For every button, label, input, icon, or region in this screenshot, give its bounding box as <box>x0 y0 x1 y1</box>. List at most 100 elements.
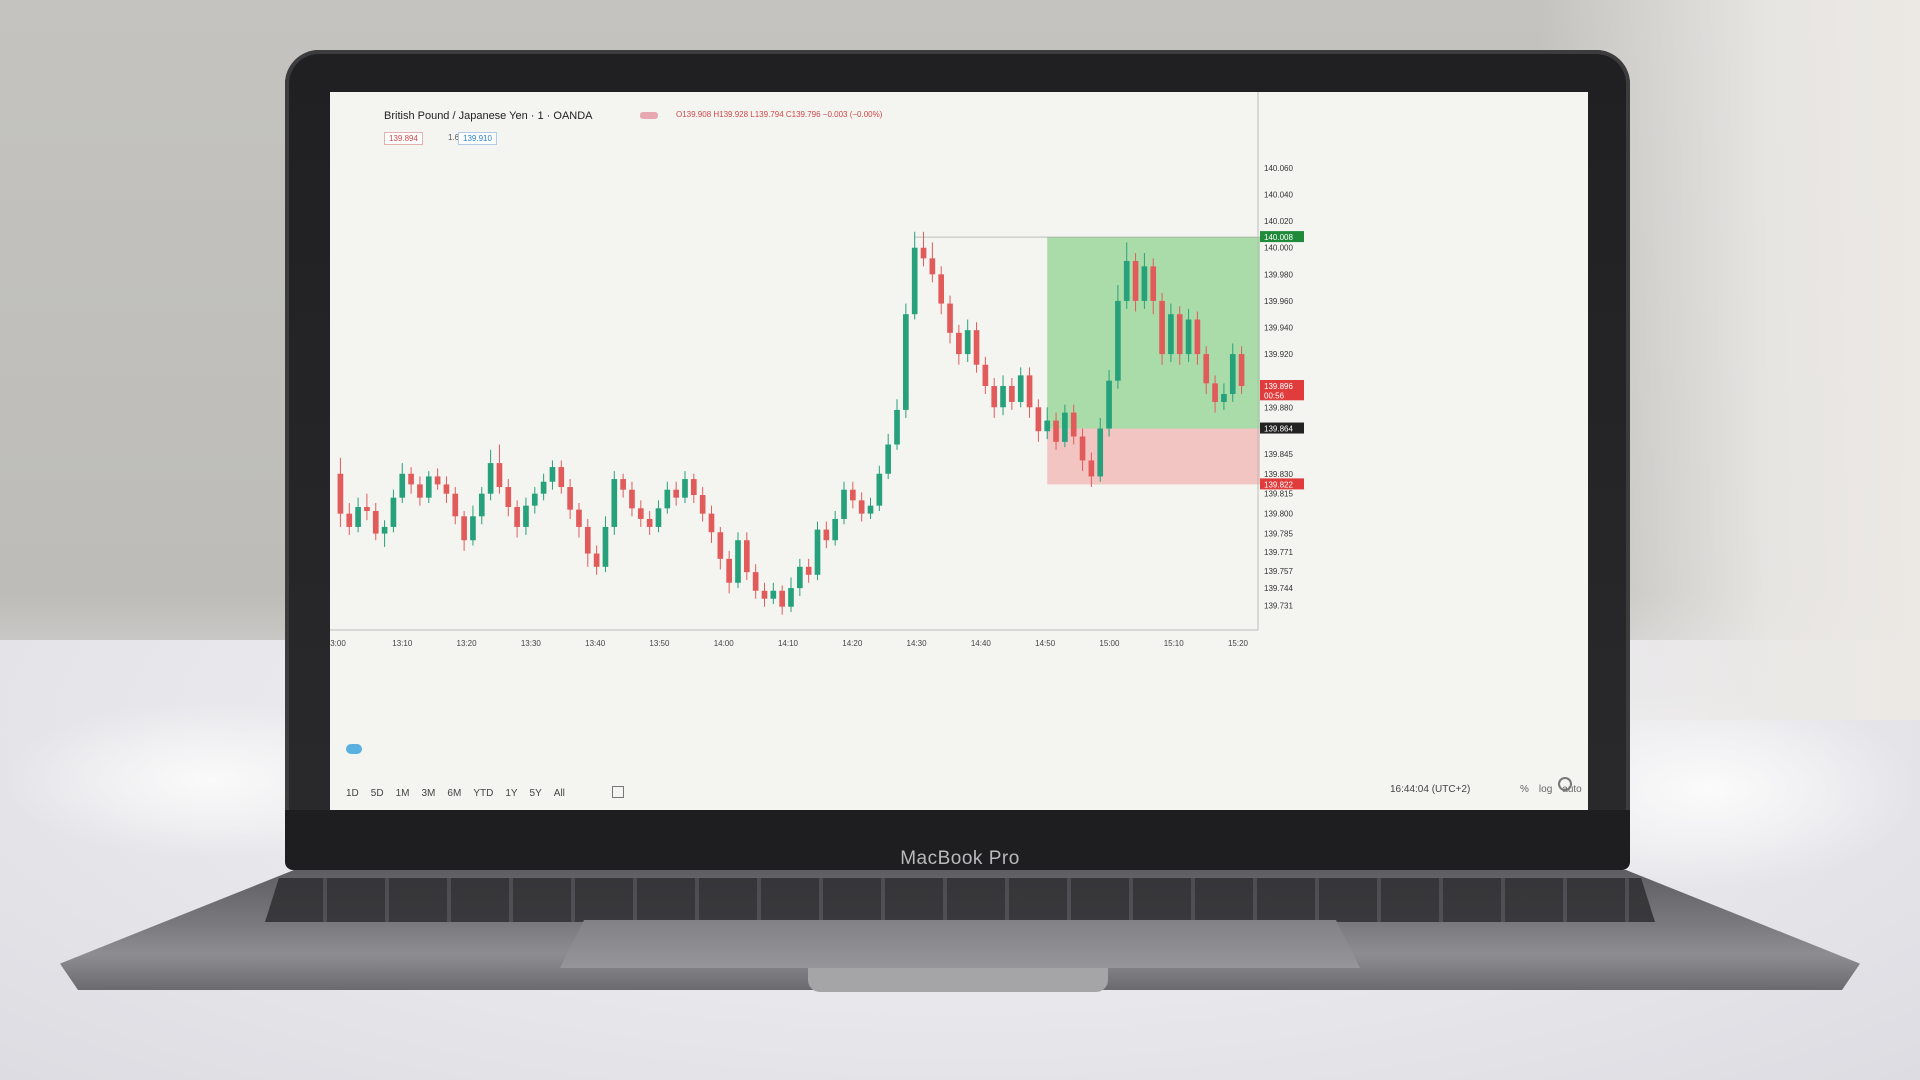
settings-gear-icon[interactable] <box>1558 777 1572 791</box>
time-tick-label: 14:10 <box>778 639 799 648</box>
scale-option-button[interactable]: auto <box>1562 784 1582 795</box>
candle-body <box>956 332 962 355</box>
range-button-1y[interactable]: 1Y <box>505 788 518 799</box>
price-tick-label: 139.960 <box>1264 297 1293 306</box>
candle-body <box>858 500 865 514</box>
candle-body <box>487 463 494 494</box>
price-tick-label: 139.757 <box>1264 567 1293 576</box>
scale-option-button[interactable]: % <box>1520 784 1529 795</box>
candle-body <box>717 532 724 559</box>
candle-body <box>434 476 441 485</box>
price-tick-label: 139.845 <box>1264 450 1293 459</box>
candle-body <box>664 489 671 509</box>
candle-body <box>620 479 626 490</box>
clock-readout: 16:44:04 (UTC+2) <box>1390 784 1471 795</box>
calendar-icon[interactable] <box>612 786 624 798</box>
range-button-6m[interactable]: 6M <box>447 788 462 799</box>
candle-body <box>637 508 644 519</box>
candle-body <box>1079 436 1086 461</box>
candle-body <box>1212 383 1218 402</box>
range-button-all[interactable]: All <box>553 788 565 799</box>
range-button-3m[interactable]: 3M <box>421 788 436 799</box>
candle-body <box>408 473 414 485</box>
candle-body <box>841 489 847 519</box>
candle-body <box>514 506 520 527</box>
price-tick-label: 139.800 <box>1264 510 1293 519</box>
price-tick-label: 139.731 <box>1264 601 1293 610</box>
candle-body <box>576 509 582 527</box>
candle-body <box>593 553 600 567</box>
candle-body <box>372 510 379 534</box>
candle-body <box>894 409 900 445</box>
candle-body <box>443 484 450 494</box>
candle-body <box>876 473 883 506</box>
symbol-title[interactable]: British Pound / Japanese Yen · 1 · OANDA <box>384 110 593 122</box>
candle-body <box>903 314 909 410</box>
range-button-1d[interactable]: 1D <box>346 788 359 799</box>
candle-body <box>505 487 512 507</box>
buy-button[interactable]: 139.910 <box>458 132 497 145</box>
price-tag <box>1260 422 1304 434</box>
candle-body <box>602 526 609 567</box>
time-tick-label: 3:00 <box>330 639 346 648</box>
candle-body <box>1044 420 1051 432</box>
candle-body <box>699 495 706 514</box>
candle-body <box>1176 314 1183 355</box>
sell-button[interactable]: 139.894 <box>384 132 423 145</box>
candle-body <box>832 518 839 541</box>
range-button-1m[interactable]: 1M <box>395 788 410 799</box>
candle-body <box>1123 261 1130 301</box>
candle-body <box>929 258 936 275</box>
candle-body <box>964 330 971 355</box>
price-tick-label: 140.000 <box>1264 244 1293 253</box>
candle-body <box>1070 412 1077 437</box>
range-button-5y[interactable]: 5Y <box>529 788 542 799</box>
candle-body <box>850 489 856 501</box>
candle-body <box>770 590 777 599</box>
candle-body <box>920 247 927 259</box>
candle-body <box>805 566 812 575</box>
candle-body <box>788 588 794 607</box>
price-tag-label: 139.822 <box>1264 480 1293 489</box>
laptop-keyboard <box>265 878 1655 922</box>
candle-body <box>399 473 406 498</box>
candle-body <box>1238 354 1245 386</box>
position-loss-zone <box>1047 428 1260 485</box>
scale-option-button[interactable]: log <box>1538 784 1553 795</box>
candle-body <box>1141 266 1148 301</box>
candle-body <box>584 526 591 554</box>
time-range-selector: 1D 5D 1M 3M 6M YTD 1Y 5Y All <box>346 788 577 799</box>
candle-body <box>708 513 715 533</box>
range-button-ytd[interactable]: YTD <box>473 788 494 799</box>
price-tick-label: 140.040 <box>1264 191 1293 200</box>
candle-body <box>496 463 503 488</box>
candle-body <box>1159 300 1165 355</box>
candle-body <box>885 444 892 474</box>
candle-body <box>726 558 732 583</box>
price-tag-label: 00:56 <box>1264 391 1285 400</box>
candle-body <box>1115 300 1121 381</box>
candle-body <box>346 513 353 527</box>
candle-body <box>611 479 618 527</box>
candle-body <box>1035 407 1042 432</box>
range-button-5d[interactable]: 5D <box>370 788 384 799</box>
candlestick-chart[interactable]: 140.060 140.040 140.020 140.000 139.980 139.9… <box>330 92 1588 810</box>
candle-body <box>1221 393 1227 402</box>
candle-body <box>461 516 467 541</box>
candle-body <box>1106 380 1112 429</box>
candle-body <box>531 493 538 506</box>
time-tick-label: 13:50 <box>649 639 670 648</box>
time-tick-label: 15:20 <box>1228 639 1249 648</box>
price-tag <box>1260 231 1304 243</box>
price-tag-label: 140.008 <box>1264 233 1293 242</box>
time-tick-label: 14:50 <box>1035 639 1056 648</box>
screen-bezel-bottom <box>285 810 1630 870</box>
candle-body <box>743 540 750 573</box>
candle-body <box>682 479 688 498</box>
candle-body <box>452 493 459 517</box>
candle-body <box>567 487 573 510</box>
candle-body <box>1088 460 1095 477</box>
candle-body <box>761 590 768 599</box>
time-tick-label: 13:30 <box>521 639 542 648</box>
time-tick-label: 14:30 <box>907 639 928 648</box>
